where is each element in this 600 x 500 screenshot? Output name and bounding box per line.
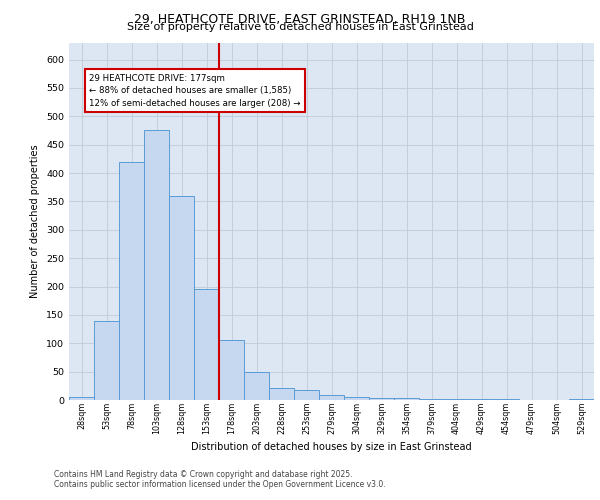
Bar: [144, 130, 169, 400]
Bar: [94, 320, 119, 400]
Bar: [419, 399, 444, 400]
Bar: [169, 196, 194, 400]
X-axis label: Distribution of detached houses by size in East Grinstead: Distribution of detached houses by size …: [191, 442, 472, 452]
Bar: [194, 290, 219, 400]
Bar: [344, 397, 369, 400]
Text: Contains HM Land Registry data © Crown copyright and database right 2025.
Contai: Contains HM Land Registry data © Crown c…: [54, 470, 386, 489]
Bar: [394, 398, 419, 400]
Text: 29, HEATHCOTE DRIVE, EAST GRINSTEAD, RH19 1NB: 29, HEATHCOTE DRIVE, EAST GRINSTEAD, RH1…: [134, 12, 466, 26]
Bar: [269, 388, 294, 400]
Bar: [119, 162, 144, 400]
Bar: [69, 397, 94, 400]
Bar: [319, 396, 344, 400]
Bar: [219, 340, 244, 400]
Text: Size of property relative to detached houses in East Grinstead: Size of property relative to detached ho…: [127, 22, 473, 32]
Y-axis label: Number of detached properties: Number of detached properties: [31, 144, 40, 298]
Text: 29 HEATHCOTE DRIVE: 177sqm
← 88% of detached houses are smaller (1,585)
12% of s: 29 HEATHCOTE DRIVE: 177sqm ← 88% of deta…: [89, 74, 301, 108]
Bar: [294, 390, 319, 400]
Bar: [369, 398, 394, 400]
Bar: [244, 372, 269, 400]
